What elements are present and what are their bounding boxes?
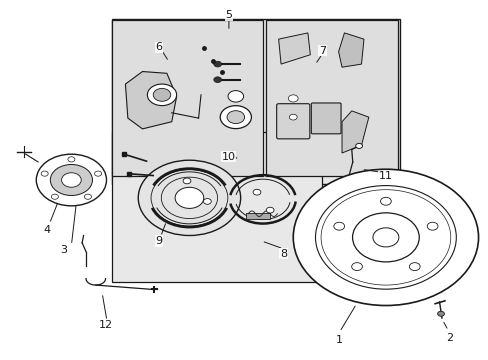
Circle shape [203,199,211,204]
Circle shape [68,157,75,162]
Circle shape [352,213,418,262]
Text: 4: 4 [43,225,50,235]
Circle shape [175,187,203,208]
Text: 8: 8 [279,248,286,258]
Circle shape [351,263,362,271]
Text: 2: 2 [445,333,452,343]
Text: 7: 7 [318,46,325,56]
Circle shape [50,165,92,195]
Circle shape [227,91,243,102]
Bar [266,21,397,176]
Circle shape [293,169,478,306]
Circle shape [380,197,390,205]
Text: 5: 5 [225,10,232,20]
Circle shape [36,154,106,206]
Circle shape [220,105,251,129]
Circle shape [265,207,273,213]
Polygon shape [125,72,176,129]
Polygon shape [341,111,368,153]
Circle shape [84,194,91,199]
Circle shape [355,143,362,148]
Circle shape [94,171,102,176]
Circle shape [437,311,444,316]
Bar [112,21,263,176]
Polygon shape [278,33,310,64]
Text: 9: 9 [155,236,163,246]
Circle shape [213,77,221,82]
FancyBboxPatch shape [276,104,309,139]
Circle shape [427,222,437,230]
Circle shape [288,95,298,102]
Circle shape [183,178,190,184]
Circle shape [138,160,240,235]
Circle shape [61,173,81,187]
Circle shape [333,222,344,230]
Text: 3: 3 [61,245,67,255]
Circle shape [41,171,48,176]
Circle shape [226,111,244,123]
Circle shape [408,263,419,271]
Polygon shape [338,33,363,67]
Circle shape [153,88,170,101]
Circle shape [289,114,297,120]
Text: 11: 11 [378,171,392,181]
Circle shape [213,61,221,67]
Circle shape [51,194,58,199]
FancyBboxPatch shape [311,103,340,134]
Text: 1: 1 [335,334,343,345]
Text: 6: 6 [155,42,163,52]
Circle shape [253,189,261,195]
Bar [112,19,399,184]
Bar [245,213,269,219]
Bar [112,132,321,282]
Text: 12: 12 [98,320,112,330]
Circle shape [147,84,176,105]
Circle shape [372,228,398,247]
Text: 10: 10 [222,152,235,162]
